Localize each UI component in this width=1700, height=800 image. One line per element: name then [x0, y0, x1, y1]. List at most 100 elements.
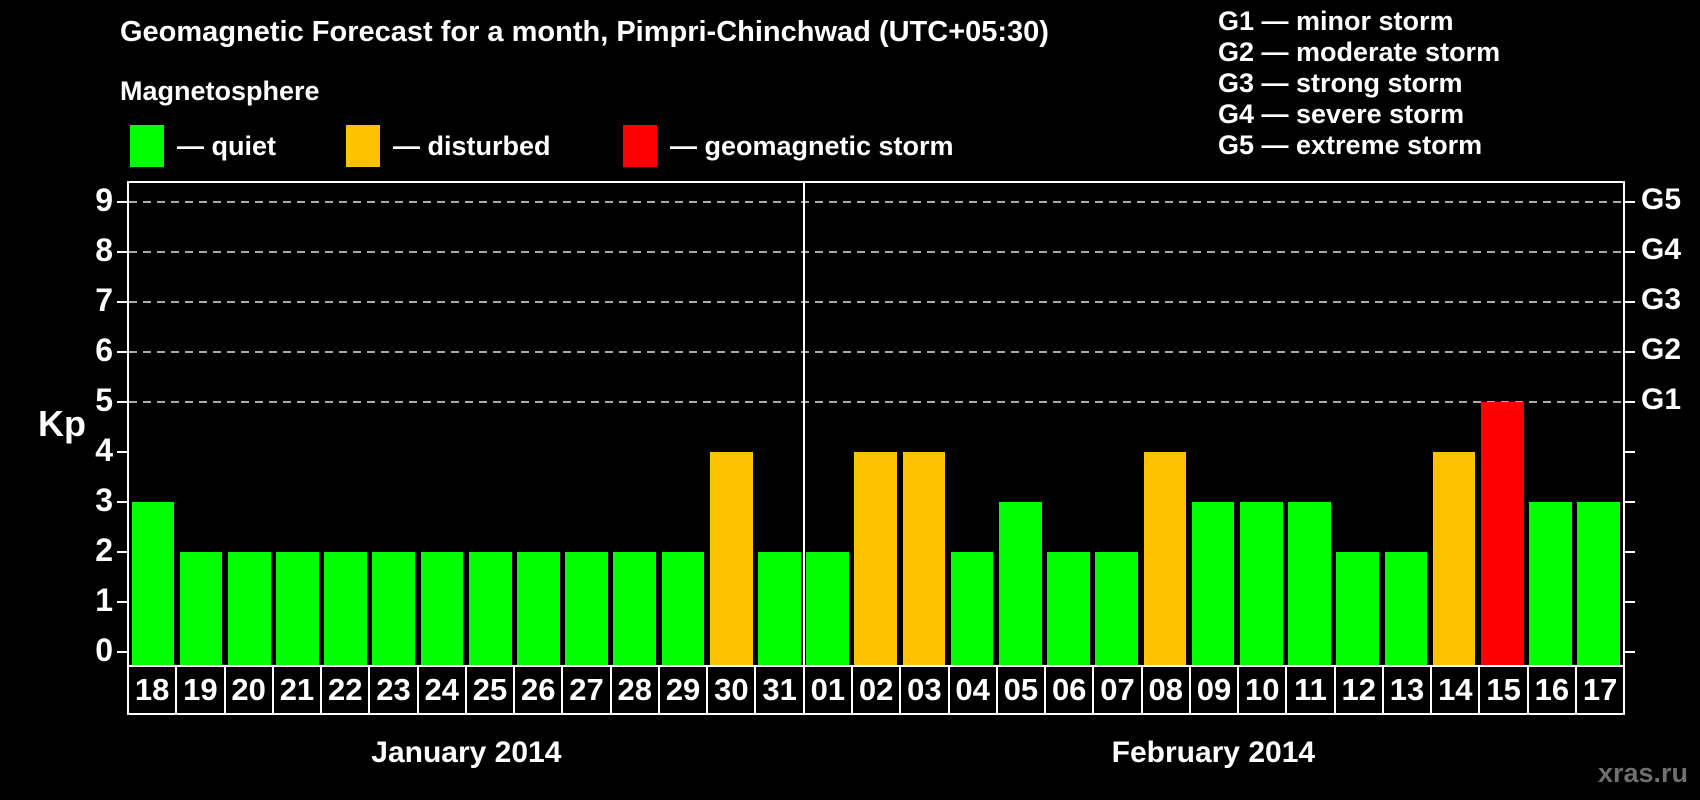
legend-item-disturbed: — disturbed: [346, 122, 551, 170]
quiet-color-swatch: [130, 125, 164, 167]
kp-bar: [1529, 502, 1572, 665]
day-label: 24: [416, 665, 467, 715]
kp-bar: [565, 552, 608, 665]
day-label: 06: [1044, 665, 1095, 715]
y-axis-tick-right: [1625, 551, 1635, 553]
y-axis-tick-left: [117, 551, 127, 553]
disturbed-color-swatch: [346, 125, 380, 167]
y-axis-title: Kp: [38, 403, 86, 444]
kp-bar: [468, 552, 512, 665]
y-axis-tick-left: [117, 351, 127, 353]
kp-bar: [1191, 502, 1235, 665]
day-label: 30: [706, 665, 757, 715]
legend-label-quiet: — quiet: [177, 130, 276, 161]
y-axis-tick-right: [1625, 401, 1635, 403]
y-axis-tick-left: [117, 451, 127, 453]
kp-bar: [661, 552, 705, 665]
day-label: 20: [223, 665, 274, 715]
day-label: 05: [995, 665, 1047, 715]
g-axis-label-g3: G3: [1641, 283, 1682, 316]
kp-bar: [1143, 452, 1187, 665]
y-tick-label: 7: [95, 282, 113, 318]
watermark: xras.ru: [1597, 758, 1688, 788]
g-scale-item-g4: G4 — severe storm: [1218, 99, 1465, 129]
y-tick-label: 9: [95, 182, 113, 218]
day-label: 29: [657, 665, 709, 715]
plot-inner: [129, 183, 1623, 665]
kp-bar: [324, 552, 367, 665]
kp-bar: [854, 452, 898, 665]
plot-area: [127, 181, 1625, 667]
g-scale-item-g2: G2 — moderate storm: [1218, 37, 1501, 67]
gridline-kp-6: [129, 351, 1623, 353]
g-scale-item-g5: G5 — extreme storm: [1218, 130, 1483, 160]
y-axis-tick-left: [117, 251, 127, 253]
y-axis-tick-left: [117, 301, 127, 303]
day-label: 21: [271, 665, 323, 715]
kp-bar: [372, 552, 416, 665]
day-label: 16: [1526, 665, 1577, 715]
y-axis-tick-right: [1625, 501, 1635, 503]
day-label: 02: [850, 665, 902, 715]
y-tick-label: 2: [95, 532, 113, 568]
kp-bar: [709, 452, 753, 665]
chart-title: Geomagnetic Forecast for a month, Pimpri…: [120, 16, 1049, 48]
kp-bar: [1577, 502, 1620, 665]
day-labels-row: 18 19 20 21 22 23 24 25 26 27 28 29 30 31 01 02 03 04 05 06…: [127, 665, 1626, 715]
kp-bar: [950, 552, 994, 665]
day-label: 08: [1140, 665, 1191, 715]
kp-bar: [758, 552, 801, 665]
day-label: 14: [1430, 665, 1481, 715]
g-scale-item-g1: G1 — minor storm: [1218, 6, 1454, 36]
gridline-kp-7: [129, 301, 1623, 303]
g-scale-item-g3: G3 — strong storm: [1218, 68, 1463, 98]
kp-bar: [1095, 552, 1139, 665]
kp-bar: [1047, 552, 1090, 665]
kp-bar: [227, 552, 271, 665]
y-axis-tick-right: [1625, 351, 1635, 353]
day-label: 25: [464, 665, 516, 715]
y-tick-label: 8: [95, 232, 113, 268]
day-label: 07: [1092, 665, 1143, 715]
kp-bar: [902, 452, 946, 665]
gridline-kp-8: [129, 251, 1623, 253]
month-label-february: February 2014: [1111, 736, 1316, 769]
legend-item-quiet: — quiet: [130, 122, 276, 170]
y-axis-tick-left: [117, 501, 127, 503]
day-label: 15: [1478, 665, 1529, 715]
day-label: 28: [609, 665, 660, 715]
day-label: 03: [899, 665, 950, 715]
y-axis-tick-left: [117, 601, 127, 603]
y-axis-tick-right: [1625, 301, 1635, 303]
day-label: 26: [513, 665, 564, 715]
y-tick-label: 3: [95, 482, 113, 518]
y-axis-tick-right: [1625, 201, 1635, 203]
month-label-january: January 2014: [371, 736, 562, 769]
day-label: 31: [754, 665, 805, 715]
gridline-kp-5: [129, 401, 1623, 403]
storm-color-swatch: [623, 125, 657, 167]
day-label: 04: [947, 665, 998, 715]
kp-bar: [1239, 502, 1283, 665]
kp-bar: [1336, 552, 1380, 665]
day-label: 12: [1333, 665, 1384, 715]
kp-bar: [1432, 452, 1476, 665]
y-axis-tick-right: [1625, 601, 1635, 603]
g-axis-label-g5: G5: [1641, 183, 1682, 216]
day-label: 13: [1381, 665, 1433, 715]
day-label: 01: [802, 665, 853, 715]
kp-bar: [613, 552, 657, 665]
day-label: 10: [1237, 665, 1288, 715]
day-label: 17: [1574, 665, 1626, 715]
y-axis-tick-left: [117, 201, 127, 203]
y-axis-tick-left: [117, 401, 127, 403]
g-axis-label-g4: G4: [1641, 233, 1682, 266]
kp-bar: [131, 502, 175, 665]
kp-bar: [420, 552, 464, 665]
kp-bar: [517, 552, 560, 665]
day-label: 18: [127, 665, 178, 715]
legend-heading: Magnetosphere: [120, 76, 320, 106]
g-scale-legend: G1 — minor storm G2 — moderate storm G3 …: [1218, 6, 1500, 161]
y-axis-tick-right: [1625, 251, 1635, 253]
legend-label-storm: — geomagnetic storm: [670, 130, 954, 161]
